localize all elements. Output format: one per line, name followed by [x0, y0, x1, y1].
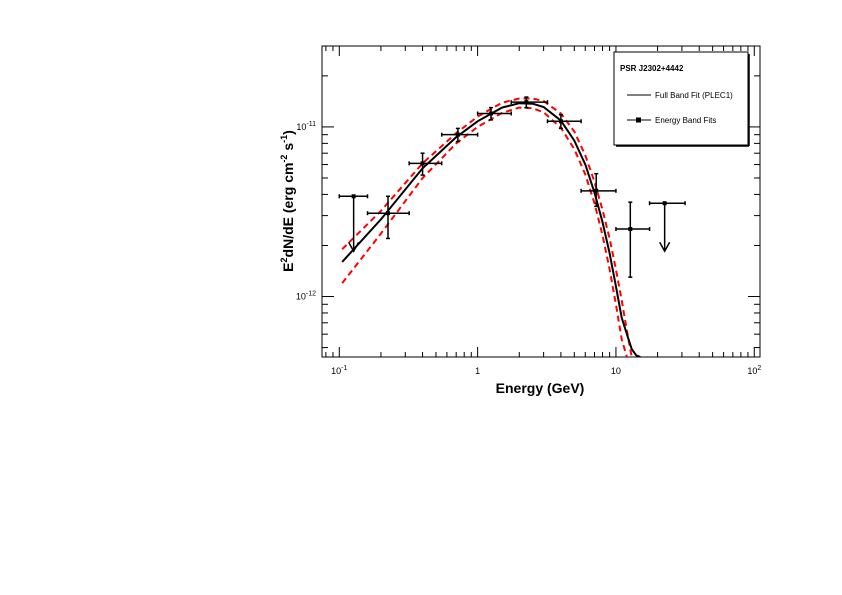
legend-box [613, 51, 749, 146]
point-marker [594, 188, 599, 193]
point-marker [628, 227, 633, 232]
data-point [510, 96, 549, 109]
y-axis-label: E2dN/dE (erg cm-2 s-1) [279, 130, 296, 272]
point-marker [558, 119, 563, 124]
legend-title: PSR J2302+4442 [620, 64, 684, 73]
point-marker [386, 211, 391, 216]
legend-label-points: Energy Band Fits [655, 116, 716, 125]
legend-label-model: Full Band Fit (PLEC1) [655, 91, 733, 100]
x-tick-label: 10-1 [331, 365, 347, 376]
data-point [580, 172, 617, 208]
point-marker [662, 201, 667, 206]
point-marker [420, 161, 425, 166]
legend-marker-points [636, 117, 641, 123]
data-points-layer [338, 96, 686, 278]
upper-limit-point [338, 194, 369, 253]
data-point [440, 127, 479, 143]
point-marker [524, 100, 529, 105]
point-marker [489, 111, 494, 116]
point-marker [455, 132, 460, 137]
data-point [408, 152, 443, 176]
x-tick-label: 1 [475, 366, 480, 376]
y-tick-label: 10-12 [296, 291, 316, 302]
upper-limit-point [648, 201, 686, 253]
axis-ticks [322, 45, 760, 357]
data-point [546, 113, 582, 130]
x-axis-label: Energy (GeV) [496, 380, 585, 396]
upper-limit-arrow [659, 241, 671, 253]
data-point [615, 201, 651, 278]
model-curve [341, 102, 641, 357]
data-point [366, 195, 410, 240]
upper-limit-arrow [347, 241, 360, 253]
y-tick-label: 10-11 [296, 121, 316, 132]
model-curve-layer [341, 102, 641, 357]
lower-band-curve [341, 106, 628, 357]
x-tick-label: 10 [611, 366, 621, 376]
legend: PSR J2302+4442 Full Band Fit (PLEC1) Ene… [613, 51, 750, 147]
point-marker [351, 194, 356, 199]
x-tick-label: 102 [747, 365, 761, 376]
data-point [476, 106, 512, 121]
